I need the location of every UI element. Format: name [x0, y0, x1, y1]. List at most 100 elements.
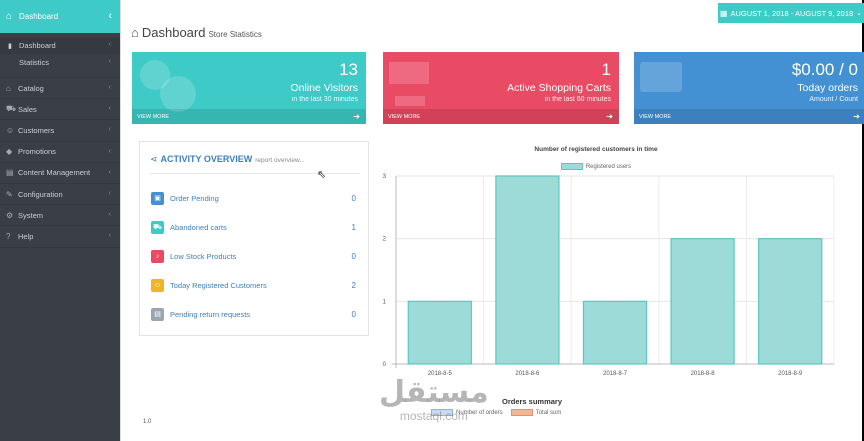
chevron-left-icon: ‹ [108, 41, 111, 48]
tick-label: 2018-8-9 [778, 371, 803, 377]
activity-row[interactable]: ♪ Low Stock Products 0 [151, 249, 356, 263]
bar[interactable] [758, 238, 823, 365]
bar[interactable] [670, 238, 735, 365]
sidebar-item-label: Dashboard [19, 12, 59, 21]
sidebar-item-promotions[interactable]: ◆ Promotions ‹ [0, 142, 120, 163]
bar[interactable] [407, 300, 472, 365]
bell-icon: ♪ [151, 249, 164, 263]
legend-label: Total sum [535, 409, 562, 416]
sidebar-subitem-statistics[interactable]: Statistics ‹ [0, 54, 120, 71]
arrow-right-icon: ➔ [853, 112, 860, 121]
legend-label: Registered users [585, 163, 632, 170]
chevron-left-icon: ‹ [108, 126, 111, 134]
wrench-icon: ✎ [6, 189, 13, 199]
users-icon [140, 60, 170, 90]
bar-chart-icon: ▮ [8, 42, 12, 50]
sidebar-item-catalog[interactable]: ⌂ Catalog ‹ [0, 78, 120, 100]
page-title: ⌂ Dashboard Store Statistics [131, 25, 262, 40]
chevron-down-icon: ⌄ [856, 10, 863, 17]
stat-sub: in the last 60 minutes [544, 96, 611, 103]
sidebar-item-sales[interactable]: ⛟ Sales ‹ [0, 99, 120, 121]
tag-icon: ◆ [6, 147, 13, 157]
sidebar-item-label: System [18, 210, 44, 220]
activity-subtitle: report overview... [255, 157, 305, 164]
sidebar-item-label: Promotions [18, 147, 56, 157]
activity-row[interactable]: ⛟ Abandoned carts 1 [151, 220, 356, 234]
date-range-label: AUGUST 1, 2018 - AUGUST 9, 2018 [730, 8, 854, 18]
sidebar-submenu: ▮ Dashboard ‹ Statistics ‹ [0, 33, 120, 78]
orders-chart-legend[interactable]: Number of orders Total sum [431, 409, 561, 416]
chevron-left-icon: ‹ [108, 58, 111, 65]
orders-chart-title: Orders summary [501, 397, 563, 406]
page-subtitle: Store Statistics [208, 30, 262, 39]
tick-label: 2 [383, 237, 387, 243]
activity-row[interactable]: ☺ Today Registered Customers 2 [151, 278, 356, 292]
sidebar-subitem-dashboard[interactable]: ▮ Dashboard ‹ [0, 37, 120, 54]
arrow-right-icon: ➔ [606, 112, 613, 121]
box-icon: ▤ [151, 307, 164, 321]
legend-swatch [431, 409, 453, 416]
sidebar-item-help[interactable]: ? Help ‹ [0, 226, 120, 248]
view-more-link[interactable]: VIEW MORE ➔ [132, 109, 366, 124]
bar[interactable] [495, 175, 560, 365]
sidebar-item-content-management[interactable]: ▤ Content Management ‹ [0, 163, 120, 184]
sidebar-item-configuration[interactable]: ✎ Configuration ‹ [0, 184, 120, 206]
sidebar-item-customers[interactable]: ☺ Customers ‹ [0, 120, 120, 142]
activity-row[interactable]: ▤ Pending return requests 0 [151, 307, 356, 321]
chevron-left-icon[interactable]: ‹ [108, 10, 112, 22]
date-range-picker[interactable]: ▦ AUGUST 1, 2018 - AUGUST 9, 2018 ⌄ [718, 3, 864, 23]
briefcase-icon [640, 62, 682, 92]
sidebar-item-dashboard[interactable]: ⌂ Dashboard ‹ [0, 0, 120, 33]
home-icon: ⌂ [6, 11, 13, 22]
activity-row-label[interactable]: Abandoned carts [170, 222, 227, 232]
view-more-label: VIEW MORE [388, 114, 421, 120]
chart-title: Number of registered customers in time [534, 146, 658, 153]
sidebar-item-label: Catalog [18, 83, 44, 93]
legend-label: Number of orders [456, 409, 503, 416]
activity-header: ⋖ ACTIVITY OVERVIEW report overview... [150, 154, 360, 174]
chevron-left-icon: ‹ [108, 168, 111, 176]
bar[interactable] [582, 300, 648, 365]
tick-label: 2018-8-8 [691, 371, 716, 377]
sidebar-item-label: Help [18, 231, 34, 241]
stat-sub: Amount / Count [809, 96, 858, 103]
home-icon: ⌂ [131, 25, 139, 40]
legend-swatch [560, 163, 583, 170]
view-more-link[interactable]: VIEW MORE ➔ [634, 109, 864, 124]
chevron-left-icon: ‹ [108, 211, 111, 219]
sidebar-item-label: Content Management [18, 168, 91, 178]
watermark-arabic: مستقل [379, 375, 489, 410]
page-title-text: Dashboard [141, 25, 206, 40]
stat-online-visitors: 13 Online Visitors in the last 30 minute… [132, 52, 366, 124]
inbox-icon: ▣ [151, 191, 164, 205]
activity-row-value: 0 [351, 193, 356, 203]
users-icon: ☺ [6, 125, 15, 135]
sidebar-item-system[interactable]: ⚙ System ‹ [0, 205, 120, 227]
cart-icon: ⛟ [151, 220, 164, 234]
view-more-link[interactable]: VIEW MORE ➔ [383, 109, 619, 124]
gear-icon: ⚙ [6, 210, 14, 220]
activity-row-value: 0 [351, 309, 356, 319]
registered-customers-chart: Number of registered customers in time R… [356, 140, 836, 385]
activity-row-label[interactable]: Low Stock Products [170, 251, 237, 261]
activity-row-label[interactable]: Order Pending [170, 193, 219, 203]
bar-chart-svg: 0 1 2 3 2018-8-5 2018-8-6 2018-8-7 2018-8-8 2018… [383, 174, 835, 377]
chevron-left-icon: ‹ [108, 232, 111, 240]
stat-value: $0.00 / 0 [791, 60, 858, 79]
stat-value: 1 [601, 60, 611, 79]
activity-row[interactable]: ▣ Order Pending 0 [151, 191, 356, 205]
watermark: مستقل mostaql.com [379, 375, 489, 423]
sidebar: ⌂ Dashboard ‹ ▮ Dashboard ‹ Statistics ‹… [0, 0, 120, 441]
activity-overview-panel: ⋖ ACTIVITY OVERVIEW report overview... ▣… [139, 141, 369, 336]
chart-legend[interactable]: Registered users [356, 163, 836, 170]
activity-row-label[interactable]: Today Registered Customers [170, 280, 267, 290]
sidebar-item-label: Sales [18, 104, 37, 114]
tick-label: 3 [383, 174, 387, 180]
cart-icon [389, 62, 429, 84]
chevron-left-icon: ‹ [108, 147, 111, 155]
question-icon: ? [6, 231, 11, 241]
tags-icon: ⌂ [6, 83, 11, 93]
activity-row-label[interactable]: Pending return requests [170, 309, 251, 319]
chevron-left-icon: ‹ [108, 105, 111, 113]
stat-active-carts: 1 Active Shopping Carts in the last 60 m… [383, 52, 619, 124]
